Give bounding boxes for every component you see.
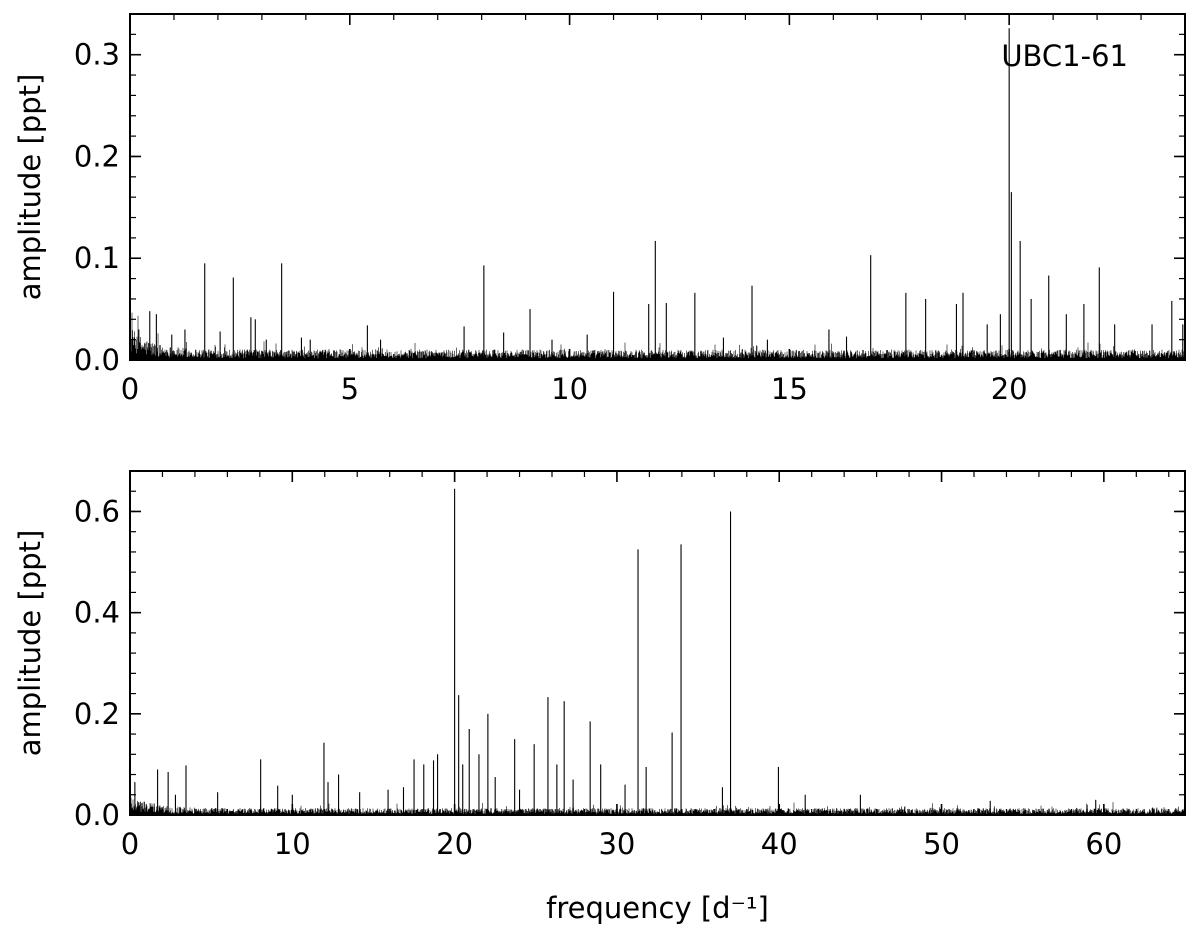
top-panel: 0 5 10 15 20 0.0 0.1 0.2 0.3 amplitude [ppt] UBC… (13, 13, 1186, 406)
y-tick-label: 0.2 (74, 697, 120, 731)
x-tick-label: 60 (1085, 827, 1122, 861)
y-tick-label: 0.2 (74, 139, 120, 173)
x-tick-label: 10 (551, 372, 588, 406)
noise-floor (129, 797, 1186, 815)
bottom-y-axis-label: amplitude [ppt] (13, 530, 47, 757)
x-tick-label: 5 (341, 372, 359, 406)
y-tick-label: 0.0 (74, 343, 120, 377)
x-tick-label: 20 (991, 372, 1028, 406)
top-axis-ticks: 0 5 10 15 20 0.0 0.1 0.2 0.3 (74, 13, 1186, 406)
y-tick-label: 0.0 (74, 798, 120, 832)
x-tick-label: 0 (121, 372, 139, 406)
bottom-x-axis-label: frequency [d⁻¹] (546, 891, 769, 925)
y-tick-label: 0.3 (74, 38, 120, 72)
y-tick-label: 0.6 (74, 494, 120, 528)
x-tick-label: 20 (436, 827, 473, 861)
x-tick-label: 0 (121, 827, 139, 861)
x-tick-label: 10 (274, 827, 311, 861)
y-tick-label: 0.1 (74, 241, 120, 275)
x-tick-label: 40 (761, 827, 798, 861)
y-tick-label: 0.4 (74, 596, 120, 630)
x-tick-label: 30 (598, 827, 635, 861)
bottom-plot-frame (129, 470, 1186, 816)
bottom-panel: 0 10 20 30 40 50 60 0.0 0.2 0.4 0.6 amplitude [ppt… (13, 470, 1186, 925)
x-tick-label: 15 (771, 372, 808, 406)
x-tick-label: 50 (923, 827, 960, 861)
noise-floor (129, 312, 1186, 360)
top-plot-frame (129, 13, 1186, 361)
top-y-axis-label: amplitude [ppt] (13, 74, 47, 301)
star-id-annotation: UBC1-61 (1001, 39, 1128, 73)
bottom-axis-ticks: 0 10 20 30 40 50 60 0.0 0.2 0.4 0.6 (74, 470, 1185, 861)
bottom-spectrum (129, 488, 1186, 815)
top-spectrum (129, 28, 1186, 360)
